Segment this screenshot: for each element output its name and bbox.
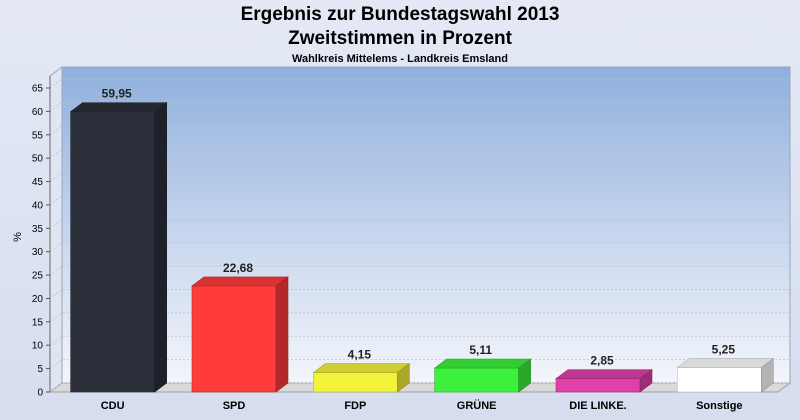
y-tick-label: 25 bbox=[32, 271, 44, 282]
bar-top bbox=[676, 358, 775, 368]
gridline bbox=[49, 242, 790, 253]
gridline bbox=[49, 195, 790, 206]
value-label: 5,11 bbox=[469, 343, 492, 357]
value-labels: 59,95 22,68 4,15 5,11 2,85 5,25 bbox=[102, 87, 736, 368]
bar-cdu bbox=[69, 102, 168, 393]
y-tick-label: 30 bbox=[32, 247, 44, 258]
y-axis-ticks: 0 5 10 15 20 25 30 35 40 45 50 55 60 65 bbox=[32, 76, 51, 399]
back-wall bbox=[61, 66, 791, 384]
bar-die-linke bbox=[555, 369, 653, 393]
bar-side bbox=[518, 358, 531, 393]
y-tick-label: 65 bbox=[32, 84, 44, 95]
gridline bbox=[49, 172, 790, 182]
gridline bbox=[49, 382, 790, 393]
bar-side bbox=[397, 362, 410, 393]
category-label: FDP bbox=[344, 400, 366, 412]
gridline bbox=[49, 148, 790, 159]
gridlines bbox=[49, 78, 790, 393]
y-tick-label: 55 bbox=[32, 130, 44, 141]
bar-grüne bbox=[433, 358, 532, 393]
chart-subtitle: Wahlkreis Mittelems - Landkreis Emsland bbox=[292, 53, 508, 65]
y-tick-label: 5 bbox=[37, 364, 43, 375]
gridline bbox=[49, 312, 790, 323]
y-tick-label: 20 bbox=[32, 294, 44, 305]
y-tick-label: 35 bbox=[32, 224, 44, 235]
value-label: 2,85 bbox=[590, 354, 614, 368]
bar-side bbox=[761, 357, 774, 393]
y-tick-label: 10 bbox=[32, 341, 44, 352]
y-tick-label: 15 bbox=[32, 317, 44, 328]
bar-top bbox=[433, 358, 532, 369]
y-tick-label: 40 bbox=[32, 200, 44, 211]
left-wall bbox=[49, 66, 63, 393]
bar-top bbox=[312, 363, 411, 373]
chart-title: Ergebnis zur Bundestagswahl 2013 bbox=[240, 4, 560, 25]
x-axis-categories: CDU SPD FDP GRÜNE DIE LINKE. Sonstige bbox=[101, 399, 743, 412]
gridline bbox=[49, 218, 790, 229]
bar-front bbox=[677, 367, 762, 393]
value-label: 5,25 bbox=[712, 342, 736, 356]
bar-front bbox=[191, 285, 277, 393]
gridline bbox=[49, 101, 790, 112]
value-label: 22,68 bbox=[223, 261, 253, 275]
bar-side bbox=[275, 276, 289, 393]
bars bbox=[69, 102, 775, 393]
y-tick-label: 50 bbox=[32, 154, 44, 165]
chart-subtitle-line: Zweitstimmen in Prozent bbox=[288, 28, 512, 49]
category-label: Sonstige bbox=[696, 400, 742, 412]
bar-front bbox=[313, 372, 398, 393]
category-label: SPD bbox=[223, 400, 246, 412]
bar-top bbox=[69, 102, 168, 112]
y-axis-label: % bbox=[12, 232, 24, 242]
gridline bbox=[49, 335, 790, 346]
bar-front bbox=[70, 111, 155, 393]
value-label: 4,15 bbox=[348, 348, 372, 362]
bar-side bbox=[154, 102, 167, 393]
y-tick-label: 60 bbox=[32, 107, 44, 118]
bar-sonstige bbox=[676, 357, 775, 393]
category-label: CDU bbox=[101, 400, 125, 412]
gridline bbox=[49, 359, 790, 369]
y-tick-label: 0 bbox=[37, 388, 43, 399]
gridline bbox=[49, 125, 790, 136]
gridline bbox=[49, 78, 790, 89]
category-label: GRÜNE bbox=[457, 399, 497, 412]
category-label: DIE LINKE. bbox=[569, 400, 626, 412]
bar-top bbox=[555, 369, 653, 379]
bar-front bbox=[434, 367, 519, 393]
y-tick-label: 45 bbox=[32, 177, 44, 188]
bar-top bbox=[191, 276, 289, 287]
value-label: 59,95 bbox=[102, 87, 132, 101]
bar-fdp bbox=[312, 362, 411, 393]
gridline bbox=[49, 289, 790, 299]
gridline bbox=[49, 265, 790, 276]
bar-spd bbox=[191, 276, 289, 393]
bar-side bbox=[639, 369, 653, 393]
bar-front bbox=[555, 378, 641, 393]
